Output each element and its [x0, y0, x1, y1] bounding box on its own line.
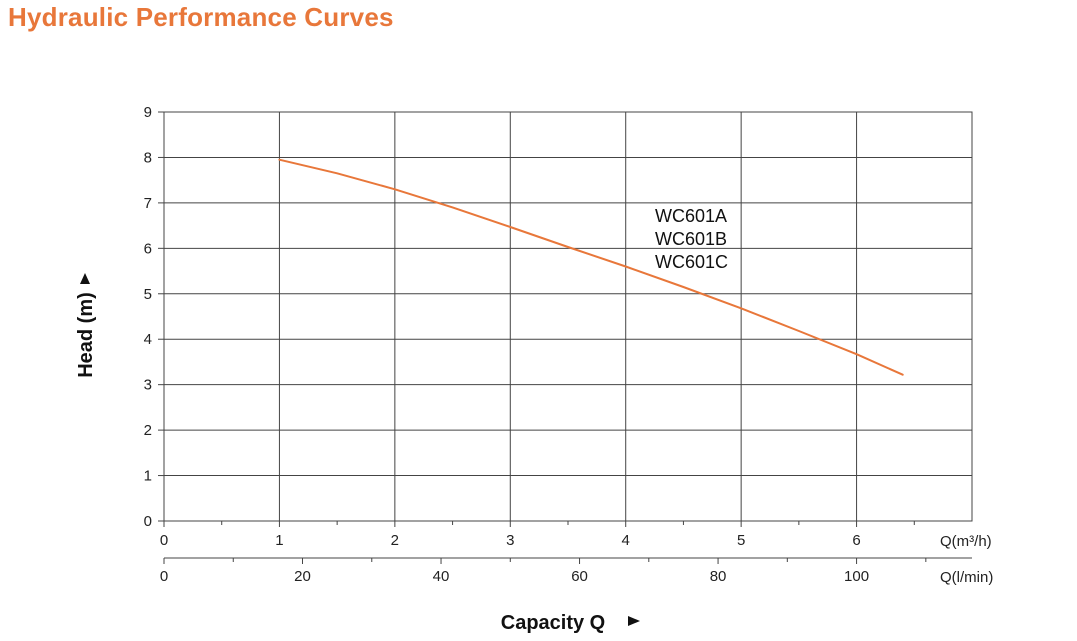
x2-tick-label: 60 [571, 568, 588, 585]
x-tick-label: 0 [160, 532, 168, 549]
plot-frame [163, 111, 973, 522]
x2-tick-label: 20 [294, 568, 311, 585]
x2-tick-label: 0 [160, 568, 168, 585]
y-tick-label: 8 [144, 149, 152, 166]
y-tick-label: 7 [144, 195, 152, 212]
y-axis-title-group: Head (m) [75, 292, 97, 378]
x-axis-arrow-icon [628, 616, 640, 626]
x-tick-label: 5 [737, 532, 745, 549]
y-tick-label: 9 [144, 104, 152, 121]
curve-layer [278, 158, 904, 376]
y-tick-label: 4 [144, 331, 152, 348]
x-tick-label: 4 [622, 532, 630, 549]
x-tick-label: 1 [275, 532, 283, 549]
series-label: WC601C [655, 252, 728, 272]
x2-tick-label: 40 [433, 568, 450, 585]
x-tick-label: 2 [391, 532, 399, 549]
series-labels: WC601A WC601B WC601C [655, 206, 728, 272]
x-secondary-axis: 0 20 40 60 80 100 [160, 557, 972, 585]
y-tick-label: 1 [144, 468, 152, 485]
y-axis-title: Head (m) [75, 292, 97, 378]
x2-tick-label: 100 [844, 568, 869, 585]
y-tick-label: 0 [144, 513, 152, 530]
y-tick-label: 6 [144, 240, 152, 257]
y-axis-arrow-icon [80, 273, 90, 284]
x-tick-label: 3 [506, 532, 514, 549]
x-primary-axis: 0 1 2 3 4 5 6 [160, 521, 915, 549]
x-tick-label: 6 [852, 532, 860, 549]
y-tick-label: 3 [144, 377, 152, 394]
y-ticks: 0 1 2 3 4 5 6 7 8 9 [144, 104, 164, 530]
x-unit-primary: Q(m³/h) [940, 533, 992, 550]
y-tick-label: 2 [144, 422, 152, 439]
page-title: Hydraulic Performance Curves [8, 2, 394, 32]
series-label: WC601A [655, 206, 727, 226]
performance-curve [278, 158, 904, 376]
series-label: WC601B [655, 229, 727, 249]
x2-tick-label: 80 [710, 568, 727, 585]
grid [163, 111, 973, 522]
y-tick-label: 5 [144, 286, 152, 303]
x-axis-title: Capacity Q [501, 612, 605, 634]
x-unit-secondary: Q(l/min) [940, 569, 993, 586]
